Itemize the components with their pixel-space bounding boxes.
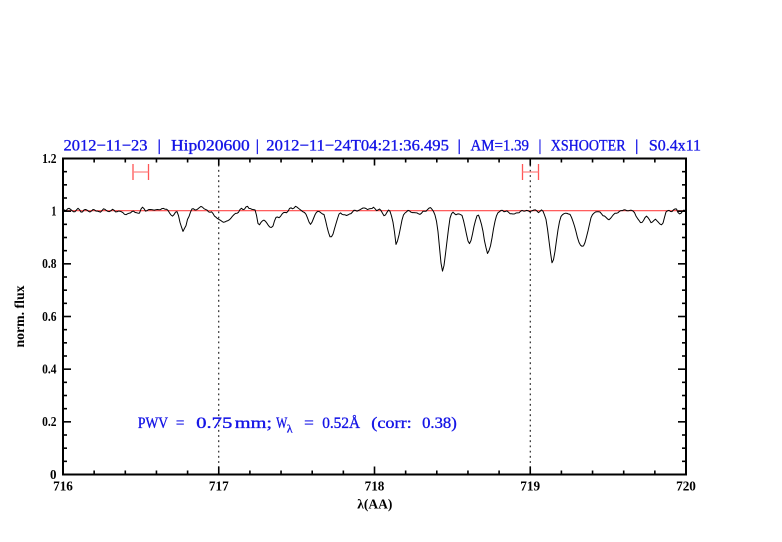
svg-text:0.8: 0.8 bbox=[42, 256, 57, 271]
svg-text:719: 719 bbox=[520, 479, 540, 494]
svg-text:norm. flux: norm. flux bbox=[12, 285, 27, 347]
svg-text:PWV: PWV bbox=[138, 415, 169, 432]
svg-text:0.38): 0.38) bbox=[422, 415, 457, 432]
svg-text:718: 718 bbox=[365, 479, 385, 494]
svg-text:1.2: 1.2 bbox=[42, 151, 57, 166]
svg-text:λ(AA): λ(AA) bbox=[357, 496, 392, 511]
svg-text:|: | bbox=[635, 138, 638, 155]
svg-text:0.4: 0.4 bbox=[42, 362, 57, 377]
svg-text:mm;: mm; bbox=[235, 415, 272, 432]
svg-text:S0.4x11: S0.4x11 bbox=[649, 138, 701, 155]
svg-text:|: | bbox=[158, 138, 161, 155]
svg-text:717: 717 bbox=[209, 479, 229, 494]
svg-text:720: 720 bbox=[676, 479, 696, 494]
svg-text:Hip020600: Hip020600 bbox=[171, 138, 250, 155]
svg-text:0.52Å: 0.52Å bbox=[322, 414, 360, 432]
svg-text:0: 0 bbox=[50, 467, 57, 482]
svg-text:0.6: 0.6 bbox=[42, 309, 57, 324]
svg-text:|: | bbox=[256, 138, 259, 155]
svg-text:1: 1 bbox=[51, 204, 56, 219]
svg-text:|: | bbox=[458, 138, 461, 155]
svg-text:=: = bbox=[304, 415, 314, 432]
svg-text:XSHOOTER: XSHOOTER bbox=[551, 138, 626, 155]
svg-text:(corr:: (corr: bbox=[371, 415, 411, 432]
svg-text:=: = bbox=[176, 415, 185, 432]
svg-text:2012−11−24T04:21:36.495: 2012−11−24T04:21:36.495 bbox=[266, 138, 449, 155]
svg-text:|: | bbox=[538, 138, 541, 155]
svg-text:λ: λ bbox=[287, 422, 293, 436]
svg-text:W: W bbox=[276, 415, 288, 432]
svg-text:0.2: 0.2 bbox=[42, 414, 57, 429]
svg-text:AM=1.39: AM=1.39 bbox=[471, 138, 530, 155]
svg-text:0.75: 0.75 bbox=[196, 415, 232, 432]
svg-text:716: 716 bbox=[53, 479, 73, 494]
svg-text:2012−11−23: 2012−11−23 bbox=[64, 138, 148, 155]
